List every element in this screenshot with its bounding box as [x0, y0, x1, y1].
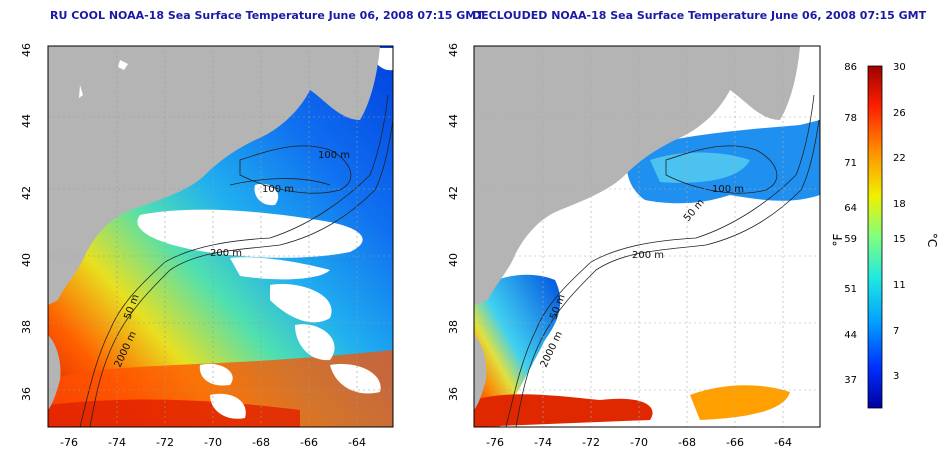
- celsius-tick: 30: [893, 62, 906, 73]
- axis-labels: 36 38 40 42 44 46 36 38 40 42 44 46 -76 …: [20, 43, 792, 449]
- lon-tick-label: -76: [60, 436, 78, 449]
- contour-label: 200 m: [632, 250, 664, 261]
- celsius-tick: 7: [893, 326, 899, 337]
- fahrenheit-ticks: 86 78 71 64 59 51 44 37: [844, 62, 857, 386]
- lon-tick-label: -74: [534, 436, 552, 449]
- lat-tick-label: 46: [20, 43, 33, 57]
- lat-tick-label: 36: [20, 387, 33, 401]
- fahrenheit-tick: 86: [844, 62, 857, 73]
- lon-tick-label: -68: [678, 436, 696, 449]
- fahrenheit-tick: 59: [844, 234, 857, 245]
- celsius-tick: 15: [893, 234, 906, 245]
- celsius-label: °C: [925, 233, 939, 247]
- land-north: [474, 46, 800, 305]
- land-south: [474, 335, 487, 410]
- lat-tick-label: 38: [20, 320, 33, 334]
- lat-tick-label: 44: [447, 114, 460, 128]
- lon-tick-label: -68: [252, 436, 270, 449]
- map-frame: [47, 45, 394, 428]
- celsius-tick: 26: [893, 108, 906, 119]
- lat-tick-label: 44: [20, 114, 33, 128]
- colorbar-scale: [867, 65, 883, 409]
- lon-tick-label: -76: [486, 436, 504, 449]
- fahrenheit-tick: 44: [844, 330, 857, 341]
- grid-lines: [474, 46, 820, 427]
- colorbar: 86 78 71 64 59 51 44 37 30 26 22 18 15 1…: [831, 62, 939, 409]
- lon-tick-label: -66: [726, 436, 744, 449]
- celsius-ticks: 30 26 22 18 15 11 7 3: [893, 62, 906, 382]
- fahrenheit-tick: 71: [844, 158, 857, 169]
- lon-tick-label: -64: [774, 436, 792, 449]
- lat-tick-label: 38: [447, 320, 460, 334]
- bathymetry-contours: [505, 94, 820, 427]
- land-north: [48, 46, 380, 305]
- lon-tick-label: -66: [300, 436, 318, 449]
- lat-tick-label: 46: [447, 43, 460, 57]
- contour-label: 100 m: [262, 184, 294, 195]
- sst-patch-warm: [690, 385, 790, 420]
- lon-tick-label: -70: [630, 436, 648, 449]
- right-sst-map: 100 m 50 m 200 m 50 m 2000 m: [473, 45, 821, 428]
- celsius-tick: 11: [893, 280, 906, 291]
- fahrenheit-label: °F: [831, 233, 845, 246]
- left-panel-title: RU COOL NOAA-18 Sea Surface Temperature …: [50, 9, 484, 22]
- lon-tick-label: -74: [108, 436, 126, 449]
- lon-tick-label: -64: [348, 436, 366, 449]
- fahrenheit-tick: 37: [844, 375, 857, 386]
- grid-lines: [48, 46, 393, 427]
- fahrenheit-tick: 64: [844, 203, 857, 214]
- lat-tick-label: 40: [447, 253, 460, 267]
- map-frame: [473, 45, 821, 428]
- sst-patch-gulf-stream: [474, 394, 653, 427]
- inland-lakes: [79, 60, 128, 98]
- lon-tick-label: -72: [156, 436, 174, 449]
- sst-patch-coastal: [474, 274, 561, 427]
- left-lat-ticks: 36 38 40 42 44 46: [20, 43, 33, 401]
- lat-tick-label: 42: [447, 186, 460, 200]
- fahrenheit-tick: 51: [844, 284, 857, 295]
- lat-tick-label: 40: [20, 253, 33, 267]
- cloud-mask: [137, 48, 393, 419]
- lat-tick-label: 42: [20, 186, 33, 200]
- contour-label: 100 m: [318, 150, 350, 161]
- lon-tick-label: -70: [204, 436, 222, 449]
- right-panel-title: DECLOUDED NOAA-18 Sea Surface Temperatur…: [472, 9, 927, 22]
- left-sst-map: 100 m 100 m 200 m 50 m 2000 m: [47, 45, 394, 428]
- lon-tick-label: -72: [582, 436, 600, 449]
- contour-label: 100 m: [712, 184, 744, 195]
- celsius-tick: 22: [893, 153, 906, 164]
- land-south: [48, 335, 61, 410]
- lat-tick-label: 36: [447, 387, 460, 401]
- left-lon-ticks: -76 -74 -72 -70 -68 -66 -64: [60, 436, 366, 449]
- sst-patch: [650, 152, 750, 183]
- celsius-tick: 18: [893, 199, 906, 210]
- right-lat-ticks: 36 38 40 42 44 46: [447, 43, 460, 401]
- celsius-tick: 3: [893, 371, 899, 382]
- right-lon-ticks: -76 -74 -72 -70 -68 -66 -64: [486, 436, 792, 449]
- bathymetry-contours: [79, 94, 393, 427]
- fahrenheit-tick: 78: [844, 113, 857, 124]
- contour-label: 200 m: [210, 248, 242, 259]
